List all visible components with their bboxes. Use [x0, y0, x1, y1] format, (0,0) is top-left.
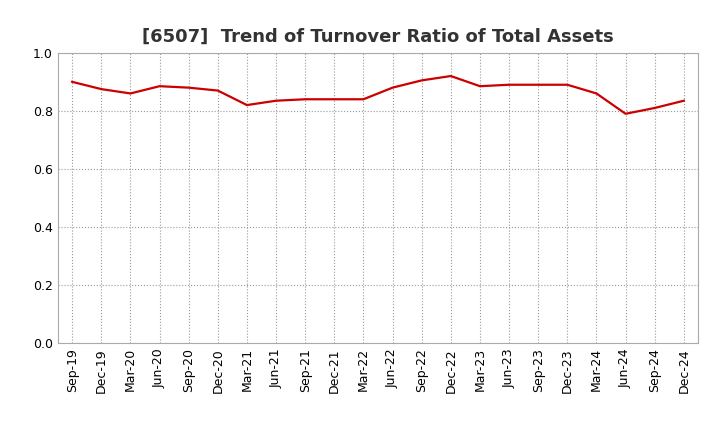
Title: [6507]  Trend of Turnover Ratio of Total Assets: [6507] Trend of Turnover Ratio of Total …	[142, 28, 614, 46]
